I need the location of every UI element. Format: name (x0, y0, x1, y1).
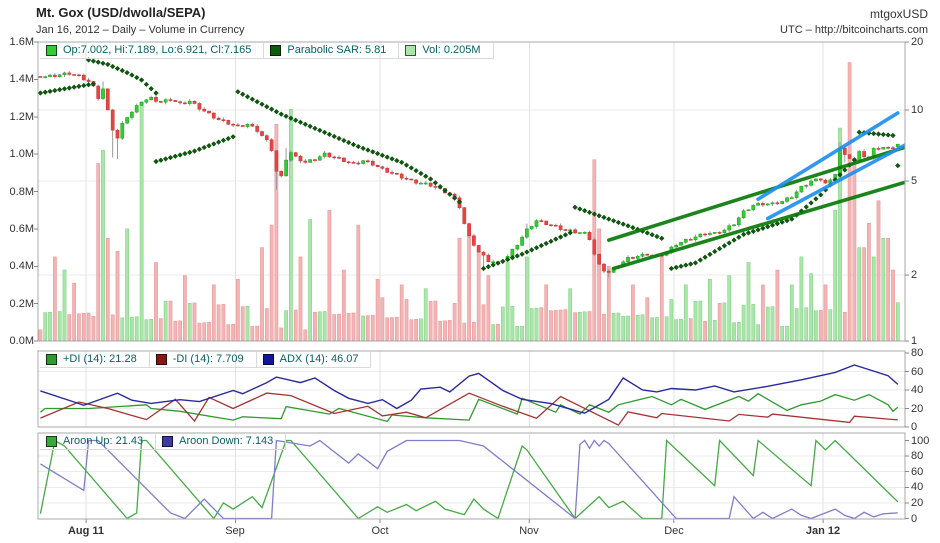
chart-subtitle: Jan 16, 2012 – Daily – Volume in Currenc… (36, 24, 245, 36)
legend-minus-di: -DI (14): 7.709 (149, 352, 257, 368)
legend-adx: ADX (14): 46.07 (256, 352, 372, 368)
page-title: Mt. Gox (USD/dwolla/SEPA) (36, 5, 206, 20)
legend-plus-di: +DI (14): 21.28 (40, 352, 150, 368)
dmi-legend: +DI (14): 21.28 -DI (14): 7.709 ADX (14)… (40, 352, 372, 368)
timezone-source-note: UTC – http://bitcoincharts.com (780, 24, 928, 36)
legend-vol-label: Vol: 0.205M (422, 44, 481, 56)
legend-aroon-down-label: Aroon Down: 7.143 (179, 435, 274, 447)
legend-sar-label: Parabolic SAR: 5.81 (287, 44, 387, 56)
sar-swatch-icon (270, 44, 282, 56)
minus-di-swatch-icon (155, 353, 167, 365)
legend-ohlc: Op:7.002, Hi:7.189, Lo:6.921, Cl:7.165 (40, 43, 265, 59)
symbol-label: mtgoxUSD (869, 7, 928, 21)
legend-plus-di-label: +DI (14): 21.28 (63, 353, 137, 365)
legend-aroon-up-label: Aroon Up: 21.43 (63, 435, 144, 447)
legend-vol: Vol: 0.205M (399, 43, 494, 59)
main-legend: Op:7.002, Hi:7.189, Lo:6.921, Cl:7.165 P… (40, 43, 494, 59)
legend-minus-di-label: -DI (14): 7.709 (172, 353, 244, 365)
adx-swatch-icon (262, 353, 274, 365)
legend-adx-label: ADX (14): 46.07 (279, 353, 359, 365)
legend-aroon-up: Aroon Up: 21.43 (40, 434, 157, 450)
plus-di-swatch-icon (46, 353, 57, 365)
aroon-up-swatch-icon (46, 435, 57, 447)
aroon-legend: Aroon Up: 21.43 Aroon Down: 7.143 (40, 434, 287, 450)
aroon-down-swatch-icon (162, 435, 174, 447)
ohlc-swatch-icon (46, 44, 57, 56)
legend-aroon-down: Aroon Down: 7.143 (156, 434, 287, 450)
legend-ohlc-label: Op:7.002, Hi:7.189, Lo:6.921, Cl:7.165 (63, 44, 252, 56)
legend-sar: Parabolic SAR: 5.81 (264, 43, 400, 59)
vol-swatch-icon (405, 44, 417, 56)
